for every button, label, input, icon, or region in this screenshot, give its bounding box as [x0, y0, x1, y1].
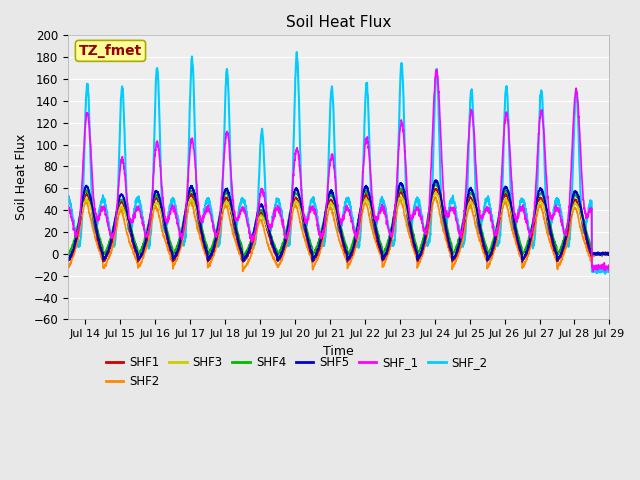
SHF_1: [522, 220, 530, 226]
SHF2: [96, 247, 104, 253]
Line: SHF3: SHF3: [68, 192, 609, 256]
SHF_1: [403, 185, 411, 191]
SHF4: [342, 241, 349, 247]
Y-axis label: Soil Heat Flux: Soil Heat Flux: [15, 134, 28, 220]
SHF3: [96, 237, 104, 243]
SHF1: [518, 259, 526, 265]
SHF_1: [342, 209, 349, 215]
SHF1: [96, 244, 104, 250]
SHF_1: [64, 208, 72, 214]
SHF_2: [403, 210, 411, 216]
SHF3: [239, 253, 246, 259]
Line: SHF1: SHF1: [68, 189, 609, 262]
SHF4: [64, 252, 72, 258]
SHF4: [523, 243, 531, 249]
SHF_1: [96, 213, 104, 218]
SHF1: [419, 246, 427, 252]
SHF4: [403, 204, 411, 209]
SHF2: [431, 194, 439, 200]
SHF2: [403, 223, 411, 229]
SHF_2: [587, 198, 595, 204]
SHF_1: [605, 268, 613, 274]
SHF1: [605, 251, 613, 257]
SHF3: [605, 251, 613, 257]
SHF2: [239, 268, 246, 274]
SHF4: [420, 234, 428, 240]
Line: SHF5: SHF5: [68, 180, 609, 261]
X-axis label: Time: Time: [323, 345, 354, 358]
SHF5: [403, 204, 411, 209]
Line: SHF2: SHF2: [68, 197, 609, 271]
SHF5: [523, 249, 531, 254]
SHF_1: [589, 268, 597, 274]
SHF1: [342, 249, 349, 255]
SHF1: [403, 210, 411, 216]
SHF_1: [433, 67, 440, 72]
SHF1: [523, 251, 531, 256]
SHF_2: [293, 49, 301, 55]
SHF_2: [64, 193, 72, 199]
Text: TZ_fmet: TZ_fmet: [79, 44, 142, 58]
SHF2: [342, 254, 349, 260]
Legend: SHF1, SHF2, SHF3, SHF4, SHF5, SHF_1, SHF_2: SHF1, SHF2, SHF3, SHF4, SHF5, SHF_1, SHF…: [101, 352, 492, 393]
SHF4: [239, 254, 246, 260]
SHF3: [342, 242, 349, 248]
SHF2: [605, 250, 613, 256]
SHF_2: [602, 271, 609, 276]
SHF_2: [522, 210, 530, 216]
SHF3: [523, 244, 531, 250]
SHF5: [64, 257, 72, 263]
SHF1: [64, 258, 72, 264]
SHF1: [587, 251, 595, 257]
SHF_1: [419, 228, 427, 234]
SHF2: [523, 256, 531, 262]
SHF3: [64, 252, 72, 258]
SHF3: [420, 235, 428, 240]
Line: SHF_2: SHF_2: [68, 52, 609, 274]
SHF2: [420, 248, 428, 254]
Line: SHF_1: SHF_1: [68, 70, 609, 271]
SHF4: [432, 180, 440, 186]
Title: Soil Heat Flux: Soil Heat Flux: [286, 15, 392, 30]
SHF5: [420, 241, 428, 247]
SHF5: [96, 241, 104, 247]
SHF3: [587, 243, 595, 249]
SHF5: [587, 250, 595, 255]
SHF5: [342, 247, 349, 253]
SHF2: [587, 256, 595, 262]
SHF4: [605, 251, 613, 256]
SHF4: [587, 242, 595, 248]
SHF_2: [342, 200, 349, 205]
SHF3: [403, 211, 411, 216]
SHF2: [64, 264, 72, 270]
SHF_1: [587, 207, 595, 213]
SHF1: [431, 186, 439, 192]
SHF5: [432, 178, 440, 183]
SHF4: [96, 235, 104, 240]
Line: SHF4: SHF4: [68, 183, 609, 257]
SHF3: [432, 190, 440, 195]
SHF_2: [605, 268, 613, 274]
SHF_2: [96, 204, 104, 210]
SHF_2: [420, 224, 428, 230]
SHF5: [309, 258, 317, 264]
SHF5: [605, 252, 613, 257]
